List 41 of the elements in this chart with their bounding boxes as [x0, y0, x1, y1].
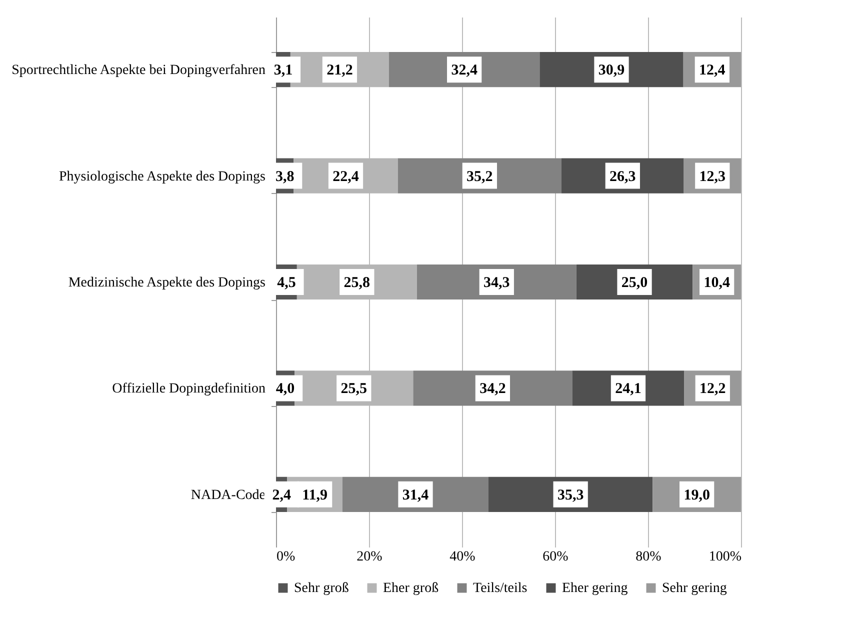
y-tick-label: NADA-Code [190, 488, 266, 503]
data-label: 31,4 [402, 487, 430, 504]
legend-label: Sehr gering [662, 581, 727, 596]
data-label: 11,9 [302, 487, 328, 504]
x-tick-label: 80% [636, 550, 662, 564]
data-label: 35,3 [557, 487, 584, 504]
data-label: 10,4 [704, 275, 730, 291]
data-label: 12,3 [699, 168, 726, 185]
data-label: 34,3 [484, 275, 510, 291]
legend-label: Eher groß [383, 581, 439, 596]
x-tick-label: 20% [356, 550, 383, 564]
legend-label: Teils/teils [473, 581, 528, 596]
y-tick-label: Offizielle Dopingdefinition [112, 382, 266, 397]
data-label: 32,4 [451, 62, 478, 79]
data-label: 21,2 [326, 62, 353, 79]
data-label: 19,0 [684, 487, 710, 504]
y-tick-label: Sportrechtliche Aspekte bei Dopingverfahren [12, 63, 266, 78]
data-label: 35,2 [466, 168, 493, 185]
x-tick-label: 60% [542, 550, 569, 564]
data-label: 3,8 [275, 168, 294, 185]
legend-label: Sehr groß [294, 581, 349, 596]
data-label: 2,4 [272, 487, 292, 504]
data-label: 25,5 [340, 381, 368, 398]
data-label: 25,8 [344, 275, 370, 291]
x-tick-label: 40% [450, 550, 476, 564]
data-label: 25,0 [621, 275, 648, 291]
y-tick-label: Medizinische Aspekte des Dopings [68, 276, 266, 290]
x-tick-label: 100% [708, 550, 742, 564]
y-tick-label: Physiologische Aspekte des Dopings [59, 169, 266, 184]
data-label: 12,4 [699, 62, 726, 79]
data-label: 22,4 [332, 168, 360, 185]
data-label: 4,5 [277, 275, 296, 291]
data-label: 12,2 [700, 381, 726, 398]
data-label: 3,1 [274, 62, 293, 79]
data-label: 4,0 [276, 381, 295, 398]
data-label: 26,3 [610, 168, 636, 185]
data-label: 24,1 [615, 381, 642, 398]
data-label: 34,2 [480, 381, 506, 398]
legend-label: Eher gering [562, 581, 628, 596]
data-label: 30,9 [598, 62, 625, 79]
x-tick-label: 0% [276, 550, 296, 564]
